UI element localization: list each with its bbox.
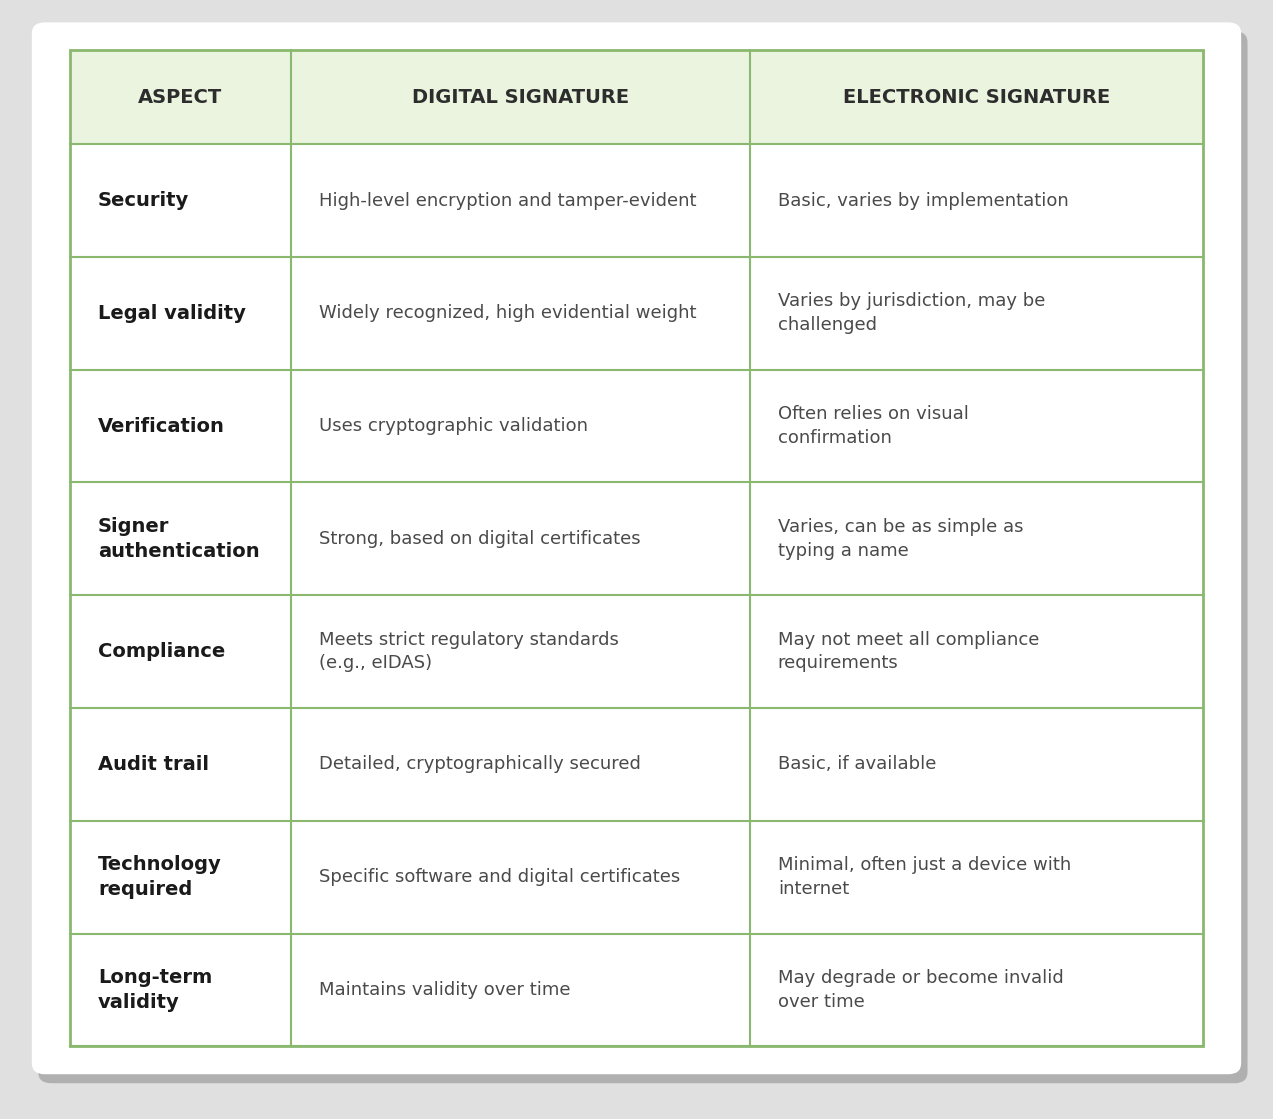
Text: Basic, if available: Basic, if available: [778, 755, 936, 773]
Text: Strong, based on digital certificates: Strong, based on digital certificates: [320, 529, 640, 548]
Text: Varies, can be as simple as
typing a name: Varies, can be as simple as typing a nam…: [778, 518, 1023, 560]
Text: Security: Security: [98, 191, 190, 210]
Text: ELECTRONIC SIGNATURE: ELECTRONIC SIGNATURE: [843, 87, 1110, 106]
Text: Legal validity: Legal validity: [98, 303, 246, 322]
Text: Uses cryptographic validation: Uses cryptographic validation: [320, 417, 588, 435]
Text: Meets strict regulatory standards
(e.g., eIDAS): Meets strict regulatory standards (e.g.,…: [320, 631, 619, 673]
Bar: [70, 369, 1203, 482]
Text: May not meet all compliance
requirements: May not meet all compliance requirements: [778, 631, 1039, 673]
Text: Detailed, cryptographically secured: Detailed, cryptographically secured: [320, 755, 640, 773]
Bar: [70, 50, 1203, 144]
Text: Specific software and digital certificates: Specific software and digital certificat…: [320, 868, 680, 886]
Bar: [70, 933, 1203, 1046]
Bar: [70, 144, 1203, 257]
Text: Basic, varies by implementation: Basic, varies by implementation: [778, 191, 1068, 209]
Text: Minimal, often just a device with
internet: Minimal, often just a device with intern…: [778, 856, 1071, 897]
Text: Verification: Verification: [98, 416, 225, 435]
Text: High-level encryption and tamper-evident: High-level encryption and tamper-evident: [320, 191, 696, 209]
Bar: [70, 482, 1203, 595]
Bar: [70, 820, 1203, 933]
Text: Varies by jurisdiction, may be
challenged: Varies by jurisdiction, may be challenge…: [778, 292, 1045, 335]
Text: Maintains validity over time: Maintains validity over time: [320, 981, 570, 999]
Bar: [70, 50, 1203, 1046]
Bar: [70, 257, 1203, 369]
Text: Widely recognized, high evidential weight: Widely recognized, high evidential weigh…: [320, 304, 696, 322]
FancyBboxPatch shape: [38, 31, 1248, 1083]
Text: Audit trail: Audit trail: [98, 755, 209, 774]
Text: Signer
authentication: Signer authentication: [98, 517, 260, 561]
Text: ASPECT: ASPECT: [139, 87, 223, 106]
Text: DIGITAL SIGNATURE: DIGITAL SIGNATURE: [411, 87, 629, 106]
Bar: [70, 708, 1203, 820]
Bar: [70, 595, 1203, 708]
Text: Long-term
validity: Long-term validity: [98, 968, 213, 1012]
FancyBboxPatch shape: [32, 22, 1241, 1074]
Text: Compliance: Compliance: [98, 642, 225, 661]
Text: Technology
required: Technology required: [98, 855, 222, 900]
Text: Often relies on visual
confirmation: Often relies on visual confirmation: [778, 405, 969, 446]
Text: May degrade or become invalid
over time: May degrade or become invalid over time: [778, 969, 1063, 1010]
